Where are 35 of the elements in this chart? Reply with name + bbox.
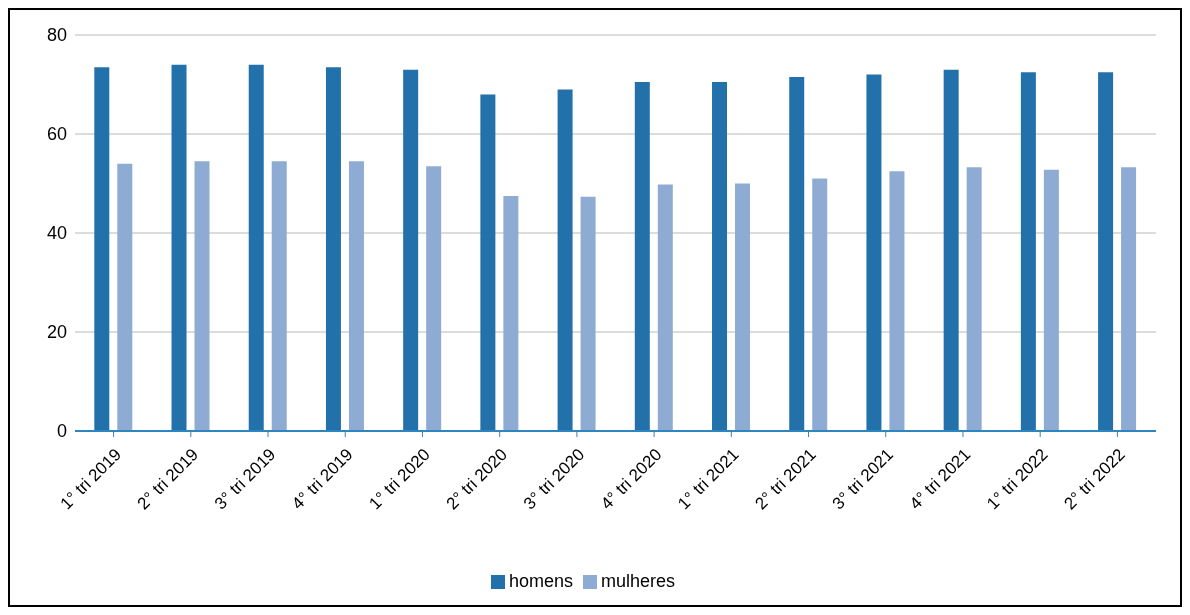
bar xyxy=(712,82,728,431)
legend-label: homens xyxy=(508,571,573,591)
bar xyxy=(403,69,419,431)
bar xyxy=(1098,72,1114,431)
bar xyxy=(325,67,341,431)
bar xyxy=(348,161,364,431)
bar xyxy=(1043,169,1059,431)
bar xyxy=(248,64,264,431)
bar xyxy=(194,161,210,431)
bar xyxy=(426,166,442,431)
y-tick-label: 80 xyxy=(46,25,67,46)
bar xyxy=(735,183,751,431)
bar xyxy=(943,69,959,431)
y-tick-label: 20 xyxy=(46,322,67,343)
bar xyxy=(1020,72,1036,431)
bar xyxy=(1121,167,1137,431)
y-tick-label: 0 xyxy=(56,421,67,442)
bar xyxy=(657,184,673,431)
bar xyxy=(789,77,805,431)
y-tick-label: 40 xyxy=(46,223,67,244)
bar xyxy=(503,195,519,431)
y-tick-label: 60 xyxy=(46,124,67,145)
bar xyxy=(271,161,287,431)
bar xyxy=(557,89,573,431)
bar xyxy=(480,94,496,431)
bar xyxy=(812,178,828,431)
bar xyxy=(117,163,133,431)
bar xyxy=(966,167,982,431)
bar xyxy=(94,67,110,431)
legend-label: mulheres xyxy=(601,571,676,591)
bar xyxy=(580,196,596,431)
bar xyxy=(634,82,650,431)
bar xyxy=(171,64,187,431)
bar xyxy=(889,171,905,431)
bar xyxy=(866,74,882,431)
